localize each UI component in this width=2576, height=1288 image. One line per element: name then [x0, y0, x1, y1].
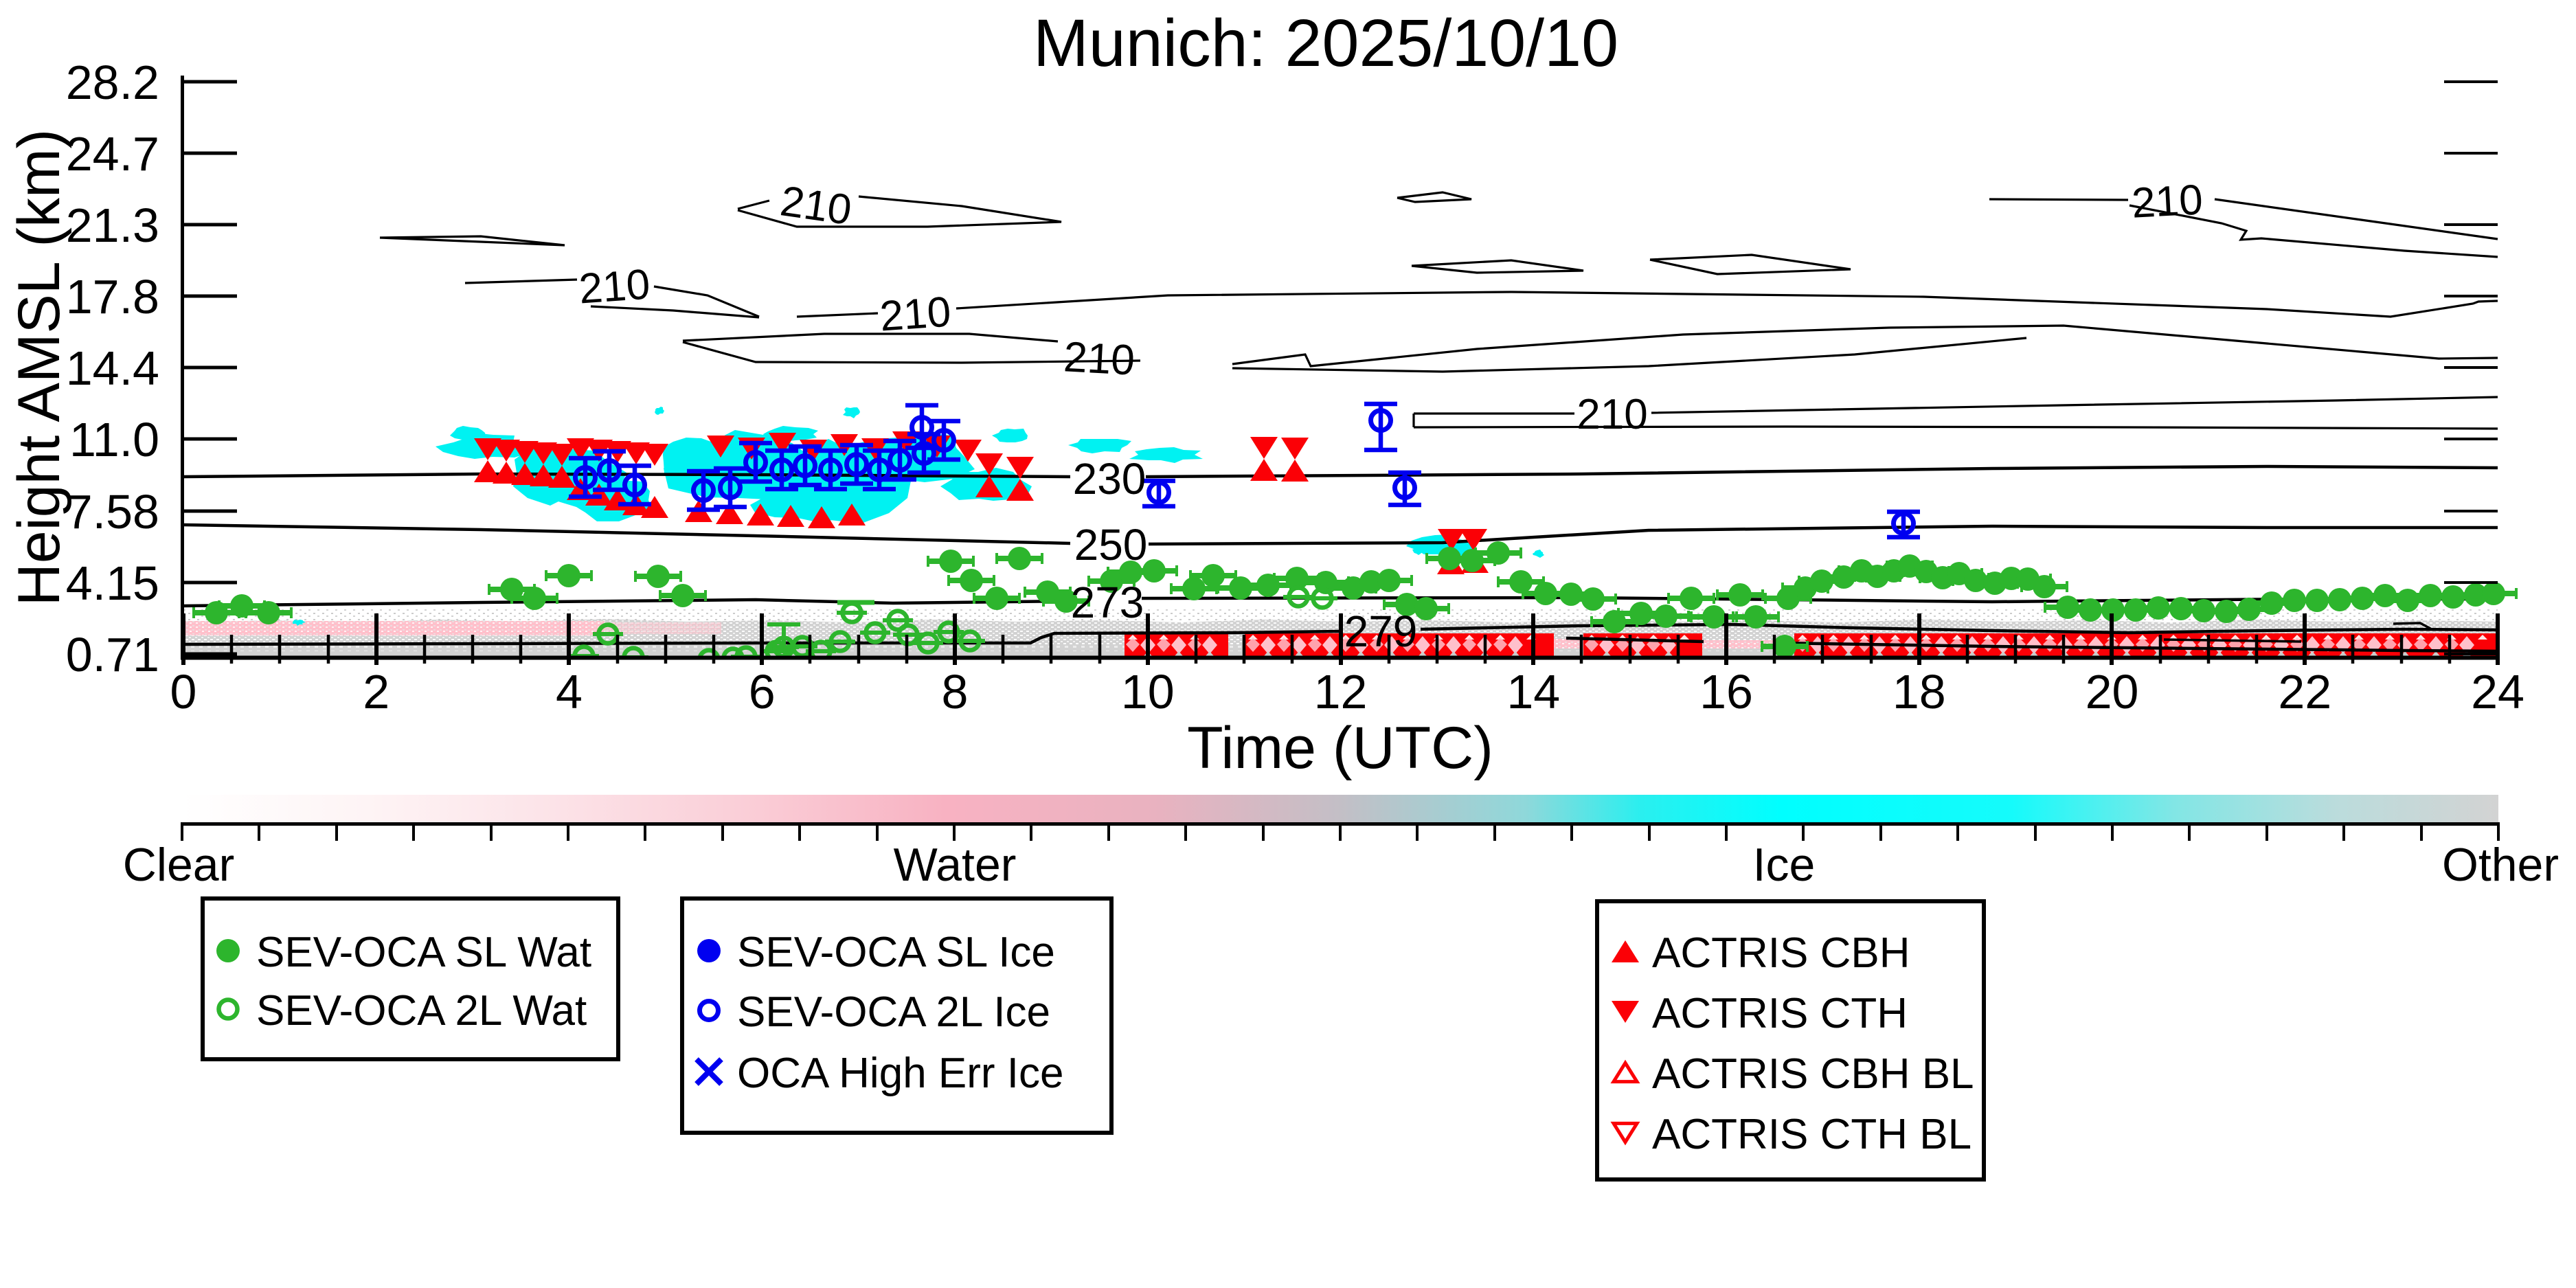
svg-text:2: 2 [363, 665, 389, 719]
svg-text:24.7: 24.7 [66, 127, 159, 181]
svg-text:Time (UTC): Time (UTC) [1187, 715, 1493, 781]
svg-text:10: 10 [1121, 665, 1175, 719]
svg-text:18: 18 [1893, 665, 1946, 719]
svg-text:210: 210 [1063, 333, 1136, 384]
svg-text:4: 4 [556, 665, 583, 719]
svg-text:ACTRIS CTH: ACTRIS CTH [1652, 990, 1908, 1037]
svg-text:210: 210 [2130, 176, 2204, 227]
svg-text:8: 8 [942, 665, 969, 719]
svg-text:210: 210 [1577, 391, 1647, 438]
svg-text:Height AMSL (km): Height AMSL (km) [6, 129, 72, 607]
svg-text:210: 210 [879, 289, 953, 341]
svg-text:SEV-OCA 2L Ice: SEV-OCA 2L Ice [737, 988, 1050, 1036]
svg-text:273: 273 [1071, 578, 1144, 627]
svg-text:Other: Other [2442, 839, 2559, 891]
svg-text:Water: Water [894, 839, 1017, 891]
svg-text:16: 16 [1699, 665, 1753, 719]
svg-text:SEV-OCA SL Wat: SEV-OCA SL Wat [256, 929, 591, 976]
svg-text:24: 24 [2471, 665, 2524, 719]
svg-text:7.58: 7.58 [66, 485, 159, 539]
svg-text:210: 210 [778, 177, 855, 234]
svg-text:230: 230 [1073, 454, 1146, 504]
svg-text:28.2: 28.2 [66, 56, 159, 109]
svg-text:Munich: 2025/10/10: Munich: 2025/10/10 [1033, 5, 1618, 80]
svg-text:12: 12 [1314, 665, 1368, 719]
svg-text:279: 279 [1344, 607, 1418, 656]
svg-text:0.71: 0.71 [66, 628, 159, 681]
svg-text:Ice: Ice [1753, 839, 1816, 891]
svg-text:ACTRIS CTH BL: ACTRIS CTH BL [1652, 1111, 1971, 1158]
svg-text:250: 250 [1074, 520, 1148, 569]
svg-text:14: 14 [1506, 665, 1560, 719]
svg-text:SEV-OCA SL Ice: SEV-OCA SL Ice [737, 929, 1055, 976]
svg-text:21.3: 21.3 [66, 199, 159, 252]
svg-text:17.8: 17.8 [66, 270, 159, 324]
svg-text:ACTRIS CBH: ACTRIS CBH [1652, 929, 1910, 977]
svg-text:20: 20 [2086, 665, 2139, 719]
svg-text:22: 22 [2278, 665, 2331, 719]
svg-text:SEV-OCA 2L Wat: SEV-OCA 2L Wat [256, 987, 587, 1035]
svg-text:11.0: 11.0 [69, 413, 159, 466]
svg-text:4.15: 4.15 [66, 556, 159, 610]
svg-text:0: 0 [170, 665, 197, 719]
svg-text:6: 6 [749, 665, 776, 719]
svg-text:14.4: 14.4 [66, 341, 159, 395]
svg-text:ACTRIS CBH BL: ACTRIS CBH BL [1652, 1050, 1974, 1098]
svg-text:210: 210 [578, 261, 652, 313]
svg-text:OCA High Err Ice: OCA High Err Ice [737, 1050, 1063, 1097]
svg-text:Clear: Clear [123, 839, 235, 891]
